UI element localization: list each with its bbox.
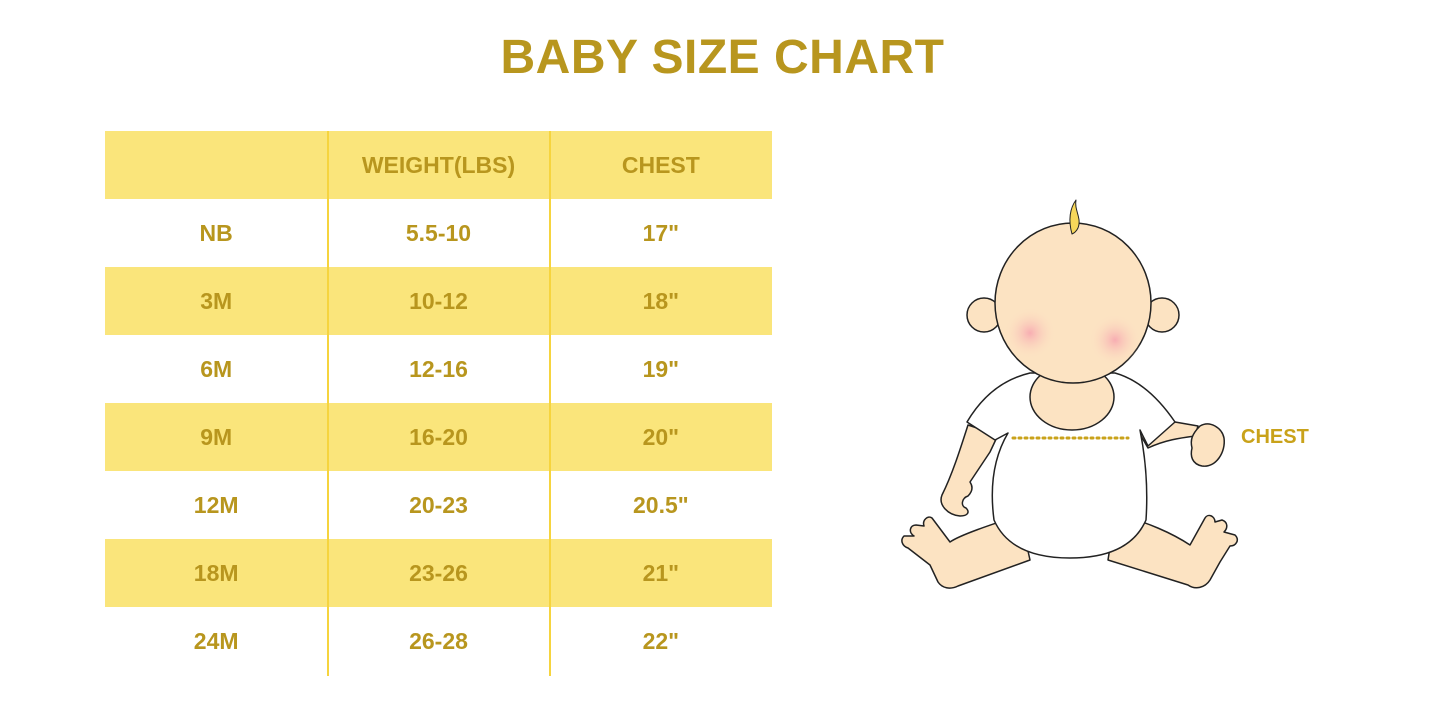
table-header-row: WEIGHT(LBS) CHEST: [105, 131, 772, 199]
table-row: 9M 16-20 20": [105, 403, 772, 471]
weight-cell: 23-26: [409, 559, 468, 586]
chest-cell: 17": [642, 219, 680, 246]
chest-cell: 21": [642, 559, 680, 586]
size-cell: 12M: [193, 491, 239, 518]
size-cell: 9M: [200, 423, 233, 450]
table-row: 12M 20-23 20.5": [105, 471, 772, 539]
left-arm: [940, 424, 999, 517]
chest-cell: 20.5": [632, 491, 689, 518]
right-cheek: [1089, 314, 1141, 366]
weight-cell: 20-23: [409, 491, 468, 518]
page-title: BABY SIZE CHART: [500, 31, 945, 84]
weight-cell: 5.5-10: [405, 219, 472, 246]
size-cell: 6M: [200, 355, 233, 382]
chest-cell: 18": [642, 287, 680, 314]
chest-cell: 19": [642, 355, 680, 382]
hair-tuft: [1069, 199, 1080, 235]
table-row: 6M 12-16 19": [105, 335, 772, 403]
header-chest: CHEST: [621, 151, 700, 178]
right-leg: [1107, 514, 1238, 589]
chest-label: CHEST: [1241, 426, 1309, 448]
size-cell: NB: [199, 219, 233, 246]
table-row: 18M 23-26 21": [105, 539, 772, 607]
size-cell: 18M: [193, 559, 239, 586]
table-row: NB 5.5-10 17": [105, 199, 772, 267]
header-size: [105, 131, 327, 199]
column-divider: [549, 131, 551, 676]
table-row: 3M 10-12 18": [105, 267, 772, 335]
table-row: 24M 26-28 22": [105, 607, 772, 675]
chest-cell: 20": [642, 423, 680, 450]
header-weight: WEIGHT(LBS): [361, 151, 516, 178]
column-divider: [327, 131, 329, 676]
size-table: WEIGHT(LBS) CHEST NB 5.5-10 17" 3M 10-12…: [105, 131, 772, 675]
size-cell: 24M: [193, 627, 239, 654]
right-fist: [1190, 423, 1225, 467]
weight-cell: 10-12: [409, 287, 468, 314]
size-cell: 3M: [200, 287, 233, 314]
weight-cell: 12-16: [409, 355, 468, 382]
left-cheek: [1004, 307, 1056, 359]
chest-cell: 22": [642, 627, 680, 654]
weight-cell: 26-28: [409, 627, 468, 654]
weight-cell: 16-20: [409, 423, 468, 450]
left-leg: [901, 514, 1031, 589]
onesie: [966, 372, 1176, 559]
baby-illustration: [901, 199, 1238, 589]
